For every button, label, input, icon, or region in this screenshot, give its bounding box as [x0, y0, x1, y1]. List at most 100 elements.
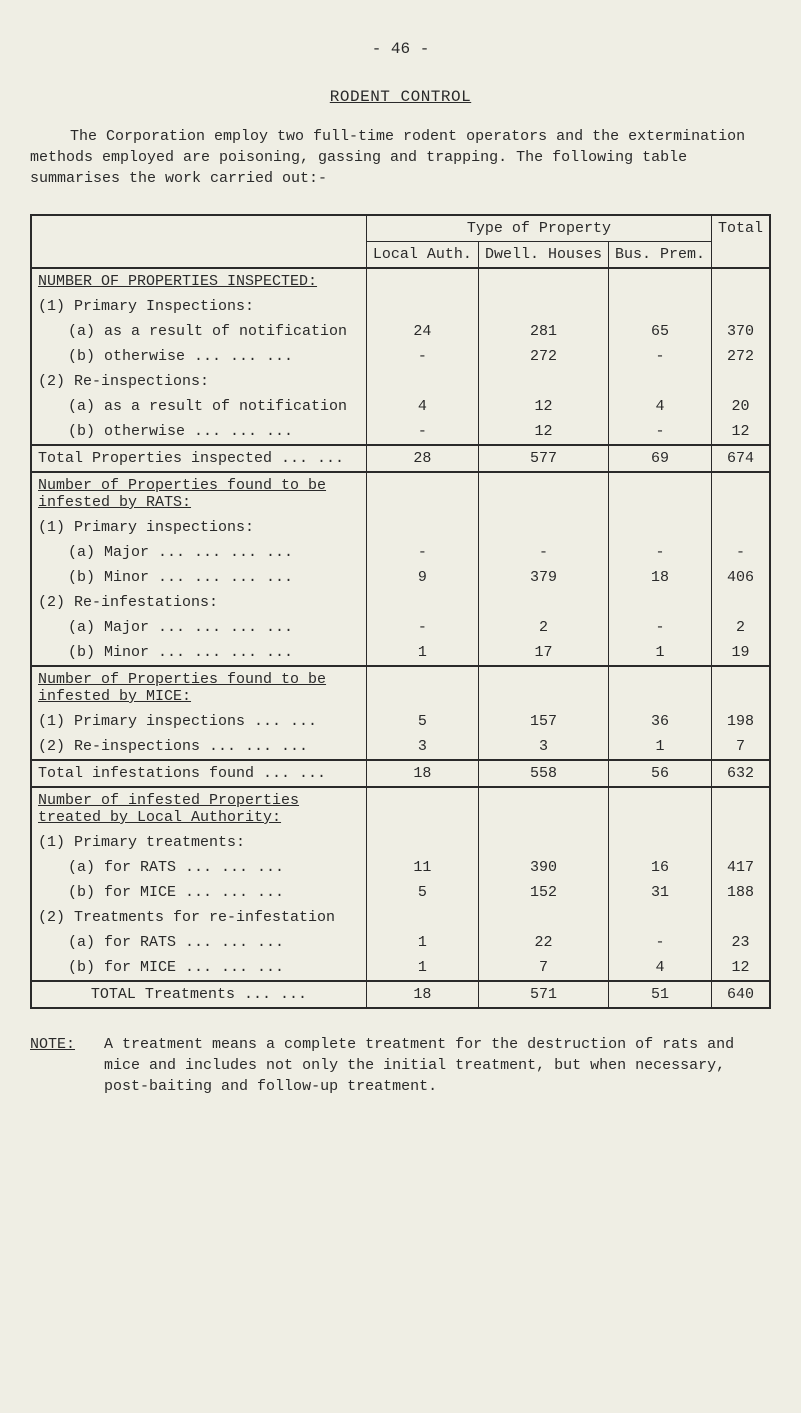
- cell: 281: [478, 319, 608, 344]
- cell: 28: [366, 445, 478, 472]
- cell: 20: [711, 394, 770, 419]
- header-dwell: Dwell. Houses: [478, 242, 608, 269]
- cell: 417: [711, 855, 770, 880]
- cell: 18: [366, 981, 478, 1008]
- row-rats-a: (a) Major ... ... ... ...: [38, 544, 293, 561]
- section-mice: Number of Properties found to be infeste…: [38, 671, 326, 705]
- cell: -: [608, 930, 711, 955]
- cell: 7: [711, 734, 770, 760]
- cell: 51: [608, 981, 711, 1008]
- cell: 12: [478, 394, 608, 419]
- row-treat2: (2) Treatments for re-infestation: [38, 909, 335, 926]
- header-bus: Bus. Prem.: [608, 242, 711, 269]
- cell: 24: [366, 319, 478, 344]
- cell: 11: [366, 855, 478, 880]
- note-label: NOTE:: [30, 1034, 75, 1055]
- cell: 5: [366, 880, 478, 905]
- cell: 370: [711, 319, 770, 344]
- cell: -: [608, 344, 711, 369]
- cell: 9: [366, 565, 478, 590]
- row-rats2: (2) Re-infestations:: [38, 594, 218, 611]
- cell: 36: [608, 709, 711, 734]
- cell: 5: [366, 709, 478, 734]
- row-treat2a: (a) for RATS ... ... ...: [38, 934, 284, 951]
- row-pb: (b) otherwise ... ... ...: [38, 348, 293, 365]
- section-rats: Number of Properties found to be infeste…: [38, 477, 326, 511]
- row-treat2b: (b) for MICE ... ... ...: [38, 959, 284, 976]
- cell: 4: [366, 394, 478, 419]
- section-inspected: NUMBER OF PROPERTIES INSPECTED:: [38, 273, 317, 290]
- header-local: Local Auth.: [366, 242, 478, 269]
- cell: 198: [711, 709, 770, 734]
- cell: 1: [608, 734, 711, 760]
- cell: 18: [366, 760, 478, 787]
- cell: 18: [608, 565, 711, 590]
- cell: 31: [608, 880, 711, 905]
- row-ra: (a) as a result of notification: [38, 398, 347, 415]
- row-mice1: (1) Primary inspections ... ...: [38, 713, 317, 730]
- cell: 571: [478, 981, 608, 1008]
- page-title: RODENT CONTROL: [30, 88, 771, 106]
- cell: 12: [711, 419, 770, 445]
- row-treat1b: (b) for MICE ... ... ...: [38, 884, 284, 901]
- row-rats2a: (a) Major ... ... ... ...: [38, 619, 293, 636]
- cell: 56: [608, 760, 711, 787]
- cell: 23: [711, 930, 770, 955]
- cell: -: [366, 419, 478, 445]
- section-treated: Number of infested Properties treated by…: [38, 792, 299, 826]
- note: NOTE: A treatment means a complete treat…: [30, 1034, 771, 1097]
- cell: 2: [711, 615, 770, 640]
- cell: 3: [366, 734, 478, 760]
- row-rats1: (1) Primary inspections:: [38, 519, 254, 536]
- cell: 152: [478, 880, 608, 905]
- row-primary-insp: (1) Primary Inspections:: [38, 298, 254, 315]
- cell: 1: [608, 640, 711, 666]
- cell: 632: [711, 760, 770, 787]
- cell: 4: [608, 394, 711, 419]
- cell: 65: [608, 319, 711, 344]
- cell: 577: [478, 445, 608, 472]
- cell: 1: [366, 640, 478, 666]
- row-reinsp: (2) Re-inspections:: [38, 373, 209, 390]
- cell: 157: [478, 709, 608, 734]
- row-rats-b: (b) Minor ... ... ... ...: [38, 569, 293, 586]
- cell: 406: [711, 565, 770, 590]
- cell: -: [478, 540, 608, 565]
- page-number: - 46 -: [30, 40, 771, 58]
- cell: -: [608, 419, 711, 445]
- row-rb: (b) otherwise ... ... ...: [38, 423, 293, 440]
- intro-text: The Corporation employ two full-time rod…: [30, 126, 771, 189]
- cell: 3: [478, 734, 608, 760]
- cell: 188: [711, 880, 770, 905]
- row-total-treat: TOTAL Treatments ... ...: [91, 986, 307, 1003]
- cell: 1: [366, 930, 478, 955]
- cell: 2: [478, 615, 608, 640]
- cell: 22: [478, 930, 608, 955]
- row-rats2b: (b) Minor ... ... ... ...: [38, 644, 293, 661]
- rodent-table: Type of Property Total Local Auth. Dwell…: [30, 214, 771, 1009]
- cell: 16: [608, 855, 711, 880]
- cell: 19: [711, 640, 770, 666]
- cell: 12: [478, 419, 608, 445]
- row-treat1a: (a) for RATS ... ... ...: [38, 859, 284, 876]
- cell: 12: [711, 955, 770, 981]
- header-total: Total: [711, 215, 770, 268]
- cell: 69: [608, 445, 711, 472]
- note-body: A treatment means a complete treatment f…: [104, 1034, 754, 1097]
- cell: 17: [478, 640, 608, 666]
- row-treat1: (1) Primary treatments:: [38, 834, 245, 851]
- cell: 7: [478, 955, 608, 981]
- row-pa: (a) as a result of notification: [38, 323, 347, 340]
- cell: -: [608, 615, 711, 640]
- cell: 1: [366, 955, 478, 981]
- cell: 4: [608, 955, 711, 981]
- row-total-inf: Total infestations found ... ...: [38, 765, 326, 782]
- cell: 272: [711, 344, 770, 369]
- row-total-props: Total Properties inspected ... ...: [38, 450, 344, 467]
- cell: -: [366, 540, 478, 565]
- cell: 272: [478, 344, 608, 369]
- cell: 640: [711, 981, 770, 1008]
- cell: 390: [478, 855, 608, 880]
- row-mice2: (2) Re-inspections ... ... ...: [38, 738, 308, 755]
- cell: -: [366, 615, 478, 640]
